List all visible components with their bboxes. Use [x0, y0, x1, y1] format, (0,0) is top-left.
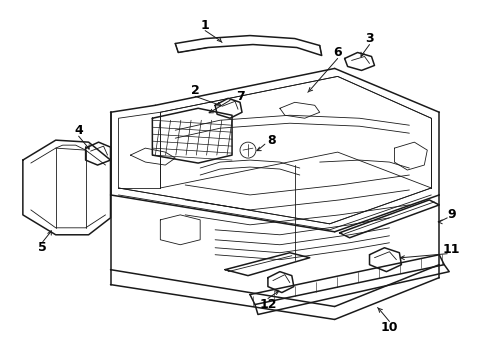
Text: 12: 12 [259, 298, 276, 311]
Text: 8: 8 [267, 134, 276, 147]
Text: 10: 10 [380, 321, 397, 334]
Text: 2: 2 [190, 84, 199, 97]
Text: 3: 3 [365, 32, 373, 45]
Text: 5: 5 [39, 241, 47, 254]
Text: 4: 4 [74, 124, 83, 137]
Text: 6: 6 [333, 46, 341, 59]
Text: 9: 9 [446, 208, 455, 221]
Text: 11: 11 [442, 243, 459, 256]
Text: 1: 1 [201, 19, 209, 32]
Text: 7: 7 [235, 90, 244, 103]
